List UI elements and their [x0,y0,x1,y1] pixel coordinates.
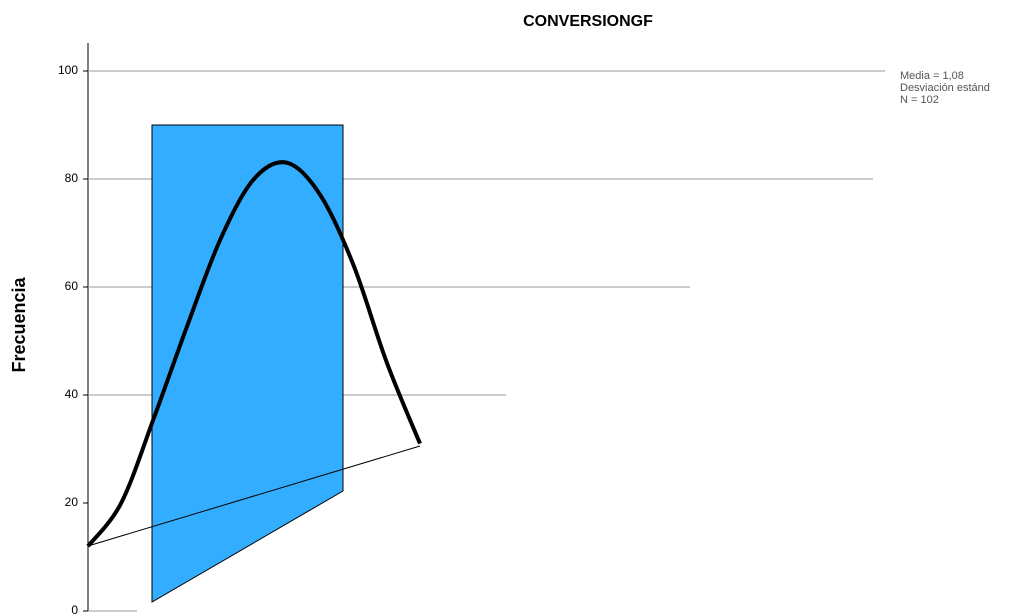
y-tick-label: 20 [65,495,79,509]
stats-text: Desviación estánd [900,82,990,94]
y-tick-label: 0 [71,603,78,616]
y-tick-label: 60 [65,279,79,293]
normal-curve [86,160,422,548]
bar [151,124,344,603]
y-axis-label: Frecuencia [9,276,29,372]
y-tick-label: 100 [58,63,78,77]
stats-text: N = 102 [900,94,939,106]
reference-line [87,445,421,547]
chart-title: CONVERSIONGF [523,13,653,30]
y-tick-label: 40 [65,387,79,401]
y-tick-label: 80 [65,171,79,185]
stats-text: Media = 1,08 [900,70,964,82]
